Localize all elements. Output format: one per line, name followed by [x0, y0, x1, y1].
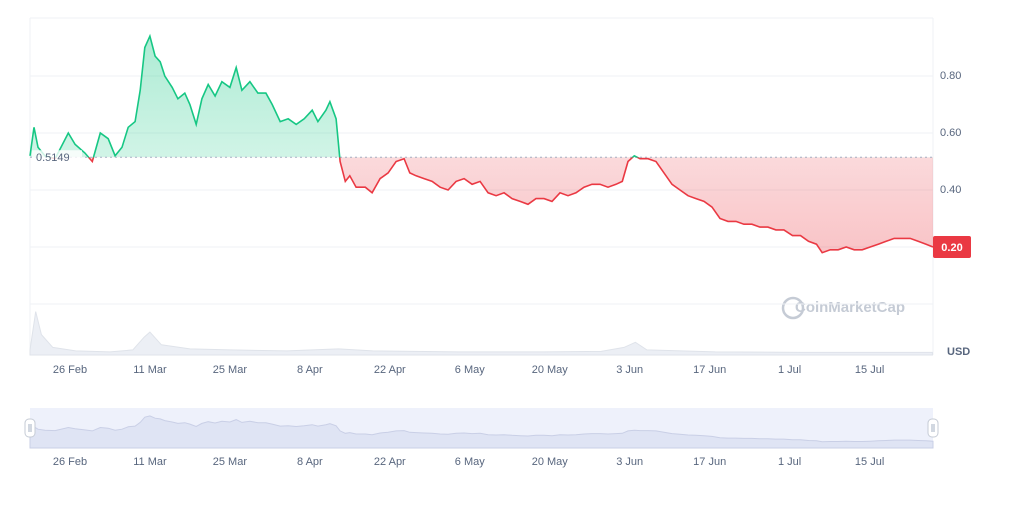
area-fill-down — [50, 157, 933, 253]
navigator-tick-label: 22 Apr — [374, 456, 406, 468]
navigator-tick-label: 3 Jun — [616, 456, 643, 468]
x-tick-label: 17 Jun — [693, 364, 726, 376]
navigator-tick-label: 25 Mar — [213, 456, 248, 468]
x-tick-label: 6 May — [455, 364, 485, 376]
navigator-handle[interactable] — [927, 418, 939, 438]
baseline-label: 0.5149 — [36, 152, 70, 164]
x-tick-label: 20 May — [532, 364, 569, 376]
volume-area — [29, 311, 933, 356]
price-tag — [933, 236, 971, 258]
y-tick-label: 0.80 — [940, 70, 961, 82]
baseline-label-bg — [32, 150, 82, 165]
currency-label: USD — [947, 346, 970, 358]
navigator-tick-label: 1 Jul — [778, 456, 801, 468]
watermark: CoinMarketCap — [795, 299, 905, 316]
y-tick-label: 0.40 — [940, 184, 961, 196]
x-tick-label: 25 Mar — [213, 364, 248, 376]
x-tick-label: 8 Apr — [297, 364, 323, 376]
navigator-tick-label: 15 Jul — [855, 456, 884, 468]
navigator-tick-label: 6 May — [455, 456, 485, 468]
navigator-area — [29, 415, 934, 449]
x-tick-label: 26 Feb — [53, 364, 87, 376]
y-tick-label: 0.60 — [940, 127, 961, 139]
x-tick-label: 11 Mar — [133, 364, 167, 376]
x-tick-label: 22 Apr — [374, 364, 406, 376]
navigator-tick-label: 11 Mar — [133, 456, 167, 468]
navigator-tick-label: 26 Feb — [53, 456, 87, 468]
navigator-tick-label: 17 Jun — [693, 456, 726, 468]
x-tick-label: 3 Jun — [616, 364, 643, 376]
price-tag-label: 0.20 — [941, 242, 962, 254]
x-tick-label: 15 Jul — [855, 364, 884, 376]
x-tick-label: 1 Jul — [778, 364, 801, 376]
navigator-handle[interactable] — [24, 418, 36, 438]
area-fill-up — [30, 36, 933, 158]
navigator-tick-label: 20 May — [532, 456, 569, 468]
watermark-logo — [781, 296, 805, 320]
navigator-tick-label: 8 Apr — [297, 456, 323, 468]
price-line — [29, 33, 934, 254]
